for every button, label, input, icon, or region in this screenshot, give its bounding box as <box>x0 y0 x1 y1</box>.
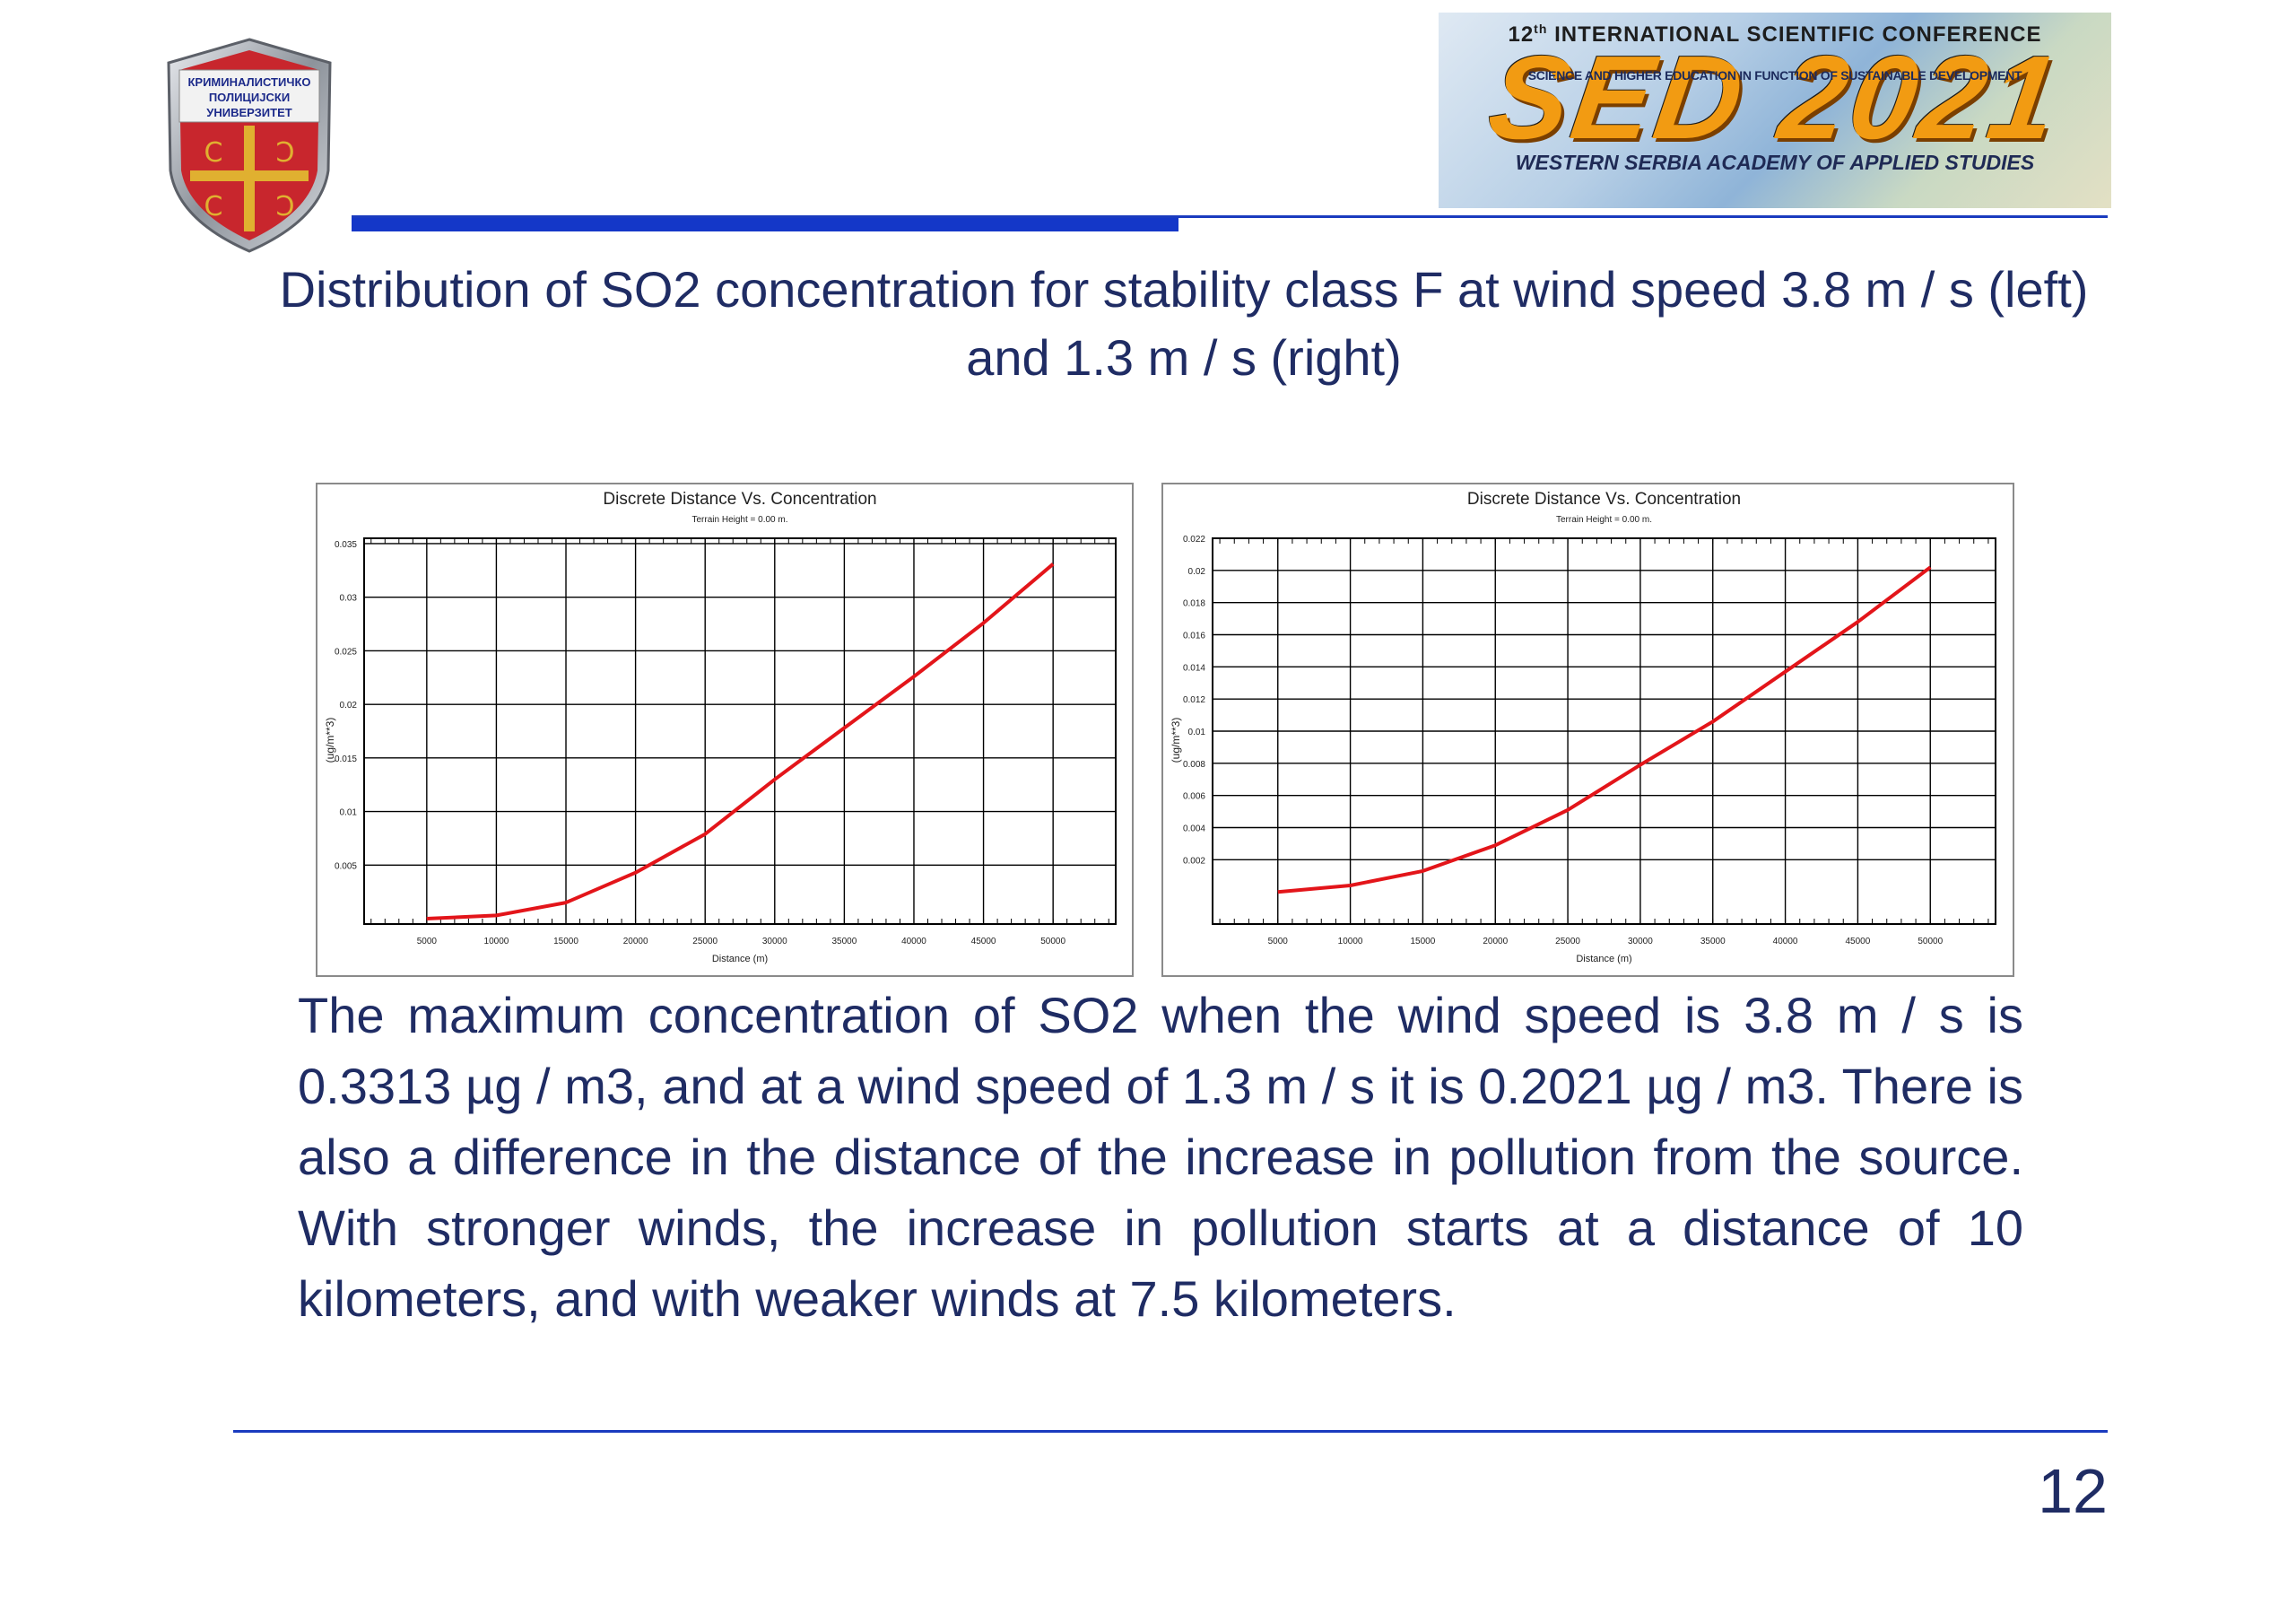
slide-title: Distribution of SO2 concentration for st… <box>279 261 2089 386</box>
chart-left-svg: Discrete Distance Vs. Concentration Terra… <box>324 490 1117 964</box>
banner-academy: WESTERN SERBIA ACADEMY OF APPLIED STUDIE… <box>1515 151 2035 174</box>
chart-left: Discrete Distance Vs. Concentration Terra… <box>316 483 1134 977</box>
banner-sed-logo-text: SED 2021 <box>1481 31 2069 163</box>
x-tick-label: 45000 <box>971 937 996 946</box>
x-tick-label: 20000 <box>1483 937 1508 946</box>
y-tick-label: 0.035 <box>335 540 357 550</box>
chart-right-svg: Discrete Distance Vs. Concentration Terra… <box>1170 490 1996 964</box>
conference-banner: 12th INTERNATIONAL SCIENTIFIC CONFERENCE… <box>1439 13 2111 208</box>
y-tick-label: 0.008 <box>1183 760 1205 770</box>
x-tick-label: 50000 <box>1918 937 1943 946</box>
x-tick-label: 30000 <box>762 937 787 946</box>
y-tick-label: 0.01 <box>340 808 358 818</box>
chart-right: Discrete Distance Vs. Concentration Terra… <box>1161 483 2014 977</box>
x-tick-label: 10000 <box>1338 937 1363 946</box>
y-axis-label: (ug/m**3) <box>1170 718 1182 763</box>
svg-text:С: С <box>276 191 295 222</box>
y-tick-label: 0.005 <box>335 861 357 871</box>
chart-title: Discrete Distance Vs. Concentration <box>1467 490 1741 509</box>
x-tick-label: 30000 <box>1628 937 1653 946</box>
x-tick-label: 25000 <box>1555 937 1580 946</box>
y-tick-label: 0.02 <box>340 701 358 711</box>
plot-area <box>363 537 1117 925</box>
y-tick-label: 0.01 <box>1188 728 1206 737</box>
body-paragraph: The maximum concentration of SO2 when th… <box>298 987 2023 1327</box>
series-line <box>1277 565 1932 894</box>
x-tick-label: 5000 <box>417 937 438 946</box>
x-tick-label: 5000 <box>1268 937 1289 946</box>
y-tick-label: 0.018 <box>1183 599 1205 609</box>
logo-text-line2: ПОЛИЦИЈСКИ <box>209 91 290 104</box>
y-tick-label: 0.016 <box>1183 632 1205 641</box>
series-line <box>426 562 1055 920</box>
y-tick-label: 0.015 <box>335 754 357 764</box>
shield-emblem: КРИМИНАЛИСТИЧКО ПОЛИЦИЈСКИ УНИВЕРЗИТЕТ С… <box>167 38 332 253</box>
y-tick-label: 0.014 <box>1183 663 1205 673</box>
y-tick-label: 0.022 <box>1183 535 1205 545</box>
header-rule-thin <box>352 215 2108 218</box>
footer-rule <box>233 1430 2108 1433</box>
logo-text-line3: УНИВЕРЗИТЕТ <box>206 106 291 119</box>
y-tick-label: 0.002 <box>1183 856 1205 866</box>
y-tick-label: 0.03 <box>340 594 358 604</box>
y-tick-label: 0.025 <box>335 647 357 657</box>
banner-subtitle: SCIENCE AND HIGHER EDUCATION IN FUNCTION… <box>1527 68 2022 83</box>
x-tick-label: 10000 <box>484 937 509 946</box>
chart-subtitle: Terrain Height = 0.00 m. <box>1556 515 1652 525</box>
y-tick-label: 0.02 <box>1188 567 1206 577</box>
x-tick-label: 35000 <box>1700 937 1726 946</box>
page-number: 12 <box>2038 1456 2108 1526</box>
x-tick-label: 35000 <box>831 937 857 946</box>
chart-subtitle: Terrain Height = 0.00 m. <box>692 515 788 525</box>
y-tick-label: 0.006 <box>1183 792 1205 802</box>
x-tick-label: 45000 <box>1846 937 1871 946</box>
banner-conference-line: 12th INTERNATIONAL SCIENTIFIC CONFERENCE <box>1508 22 2042 47</box>
university-logo: КРИМИНАЛИСТИЧКО ПОЛИЦИЈСКИ УНИВЕРЗИТЕТ С… <box>160 36 339 256</box>
y-axis-label: (ug/m**3) <box>324 718 336 763</box>
x-tick-label: 15000 <box>553 937 578 946</box>
y-tick-label: 0.004 <box>1183 824 1205 834</box>
x-tick-label: 40000 <box>1773 937 1798 946</box>
x-tick-label: 25000 <box>692 937 718 946</box>
svg-text:С: С <box>276 137 295 169</box>
y-tick-label: 0.012 <box>1183 695 1205 705</box>
logo-text-line1: КРИМИНАЛИСТИЧКО <box>187 75 310 89</box>
x-tick-label: 50000 <box>1040 937 1065 946</box>
chart-title: Discrete Distance Vs. Concentration <box>603 490 876 509</box>
x-tick-label: 40000 <box>901 937 926 946</box>
header-rule-thick <box>352 218 1178 231</box>
svg-text:С: С <box>204 191 223 222</box>
x-axis-label: Distance (m) <box>712 954 768 964</box>
x-axis-label: Distance (m) <box>1576 954 1631 964</box>
x-tick-label: 20000 <box>623 937 648 946</box>
svg-text:С: С <box>204 137 223 169</box>
x-tick-label: 15000 <box>1411 937 1436 946</box>
